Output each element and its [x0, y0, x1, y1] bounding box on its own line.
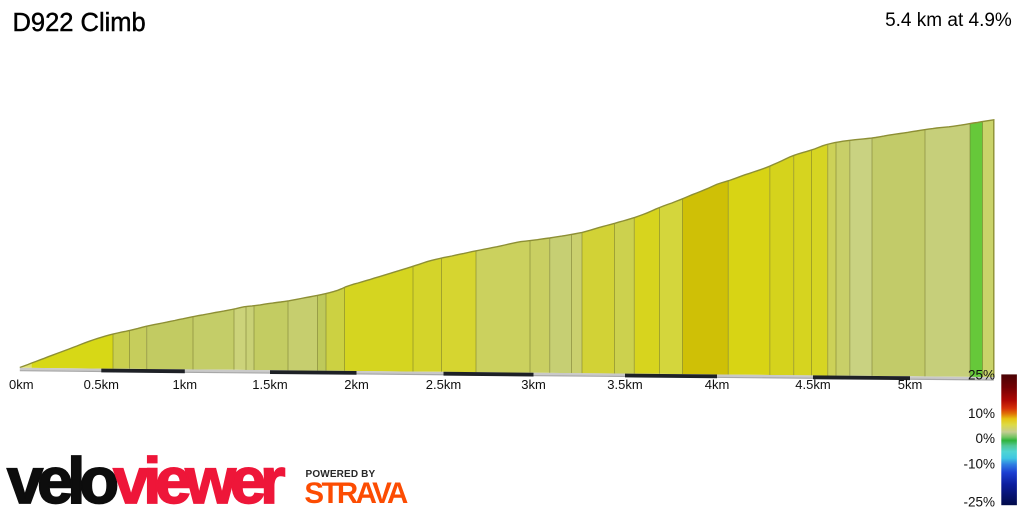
svg-text:25%: 25%: [968, 367, 995, 382]
svg-text:10%: 10%: [968, 406, 995, 421]
svg-text:0%: 0%: [975, 431, 995, 446]
svg-text:1.5km: 1.5km: [252, 377, 287, 392]
svg-text:-25%: -25%: [963, 495, 995, 510]
svg-text:2.5km: 2.5km: [426, 377, 461, 392]
svg-text:4.5km: 4.5km: [795, 377, 830, 392]
svg-text:3km: 3km: [521, 377, 546, 392]
svg-text:-10%: -10%: [963, 457, 995, 472]
svg-text:0km: 0km: [9, 377, 34, 392]
svg-text:4km: 4km: [705, 377, 730, 392]
svg-text:1km: 1km: [173, 377, 198, 392]
svg-text:0.5km: 0.5km: [84, 377, 119, 392]
svg-text:5km: 5km: [898, 377, 923, 392]
svg-text:2km: 2km: [344, 377, 369, 392]
svg-text:3.5km: 3.5km: [607, 377, 642, 392]
